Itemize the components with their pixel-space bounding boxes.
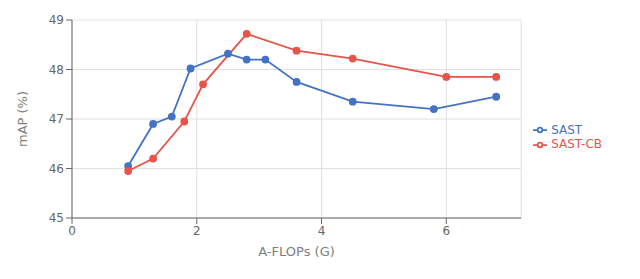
svg-text:0: 0 [68, 224, 76, 238]
svg-text:2: 2 [193, 224, 201, 238]
svg-text:47: 47 [49, 112, 64, 126]
svg-text:mAP (%): mAP (%) [15, 91, 30, 147]
html-text:SAST: SAST [551, 122, 583, 137]
svg-text:49: 49 [49, 13, 64, 27]
svg-text:46: 46 [49, 162, 64, 176]
svg-text:6: 6 [442, 224, 450, 238]
svg-text:45: 45 [49, 211, 64, 225]
html-text:SAST-CB: SAST-CB [551, 137, 602, 151]
svg-text:4: 4 [318, 224, 326, 238]
svg-text:48: 48 [49, 63, 64, 77]
svg-text:A-FLOPs (G): A-FLOPs (G) [258, 244, 335, 259]
